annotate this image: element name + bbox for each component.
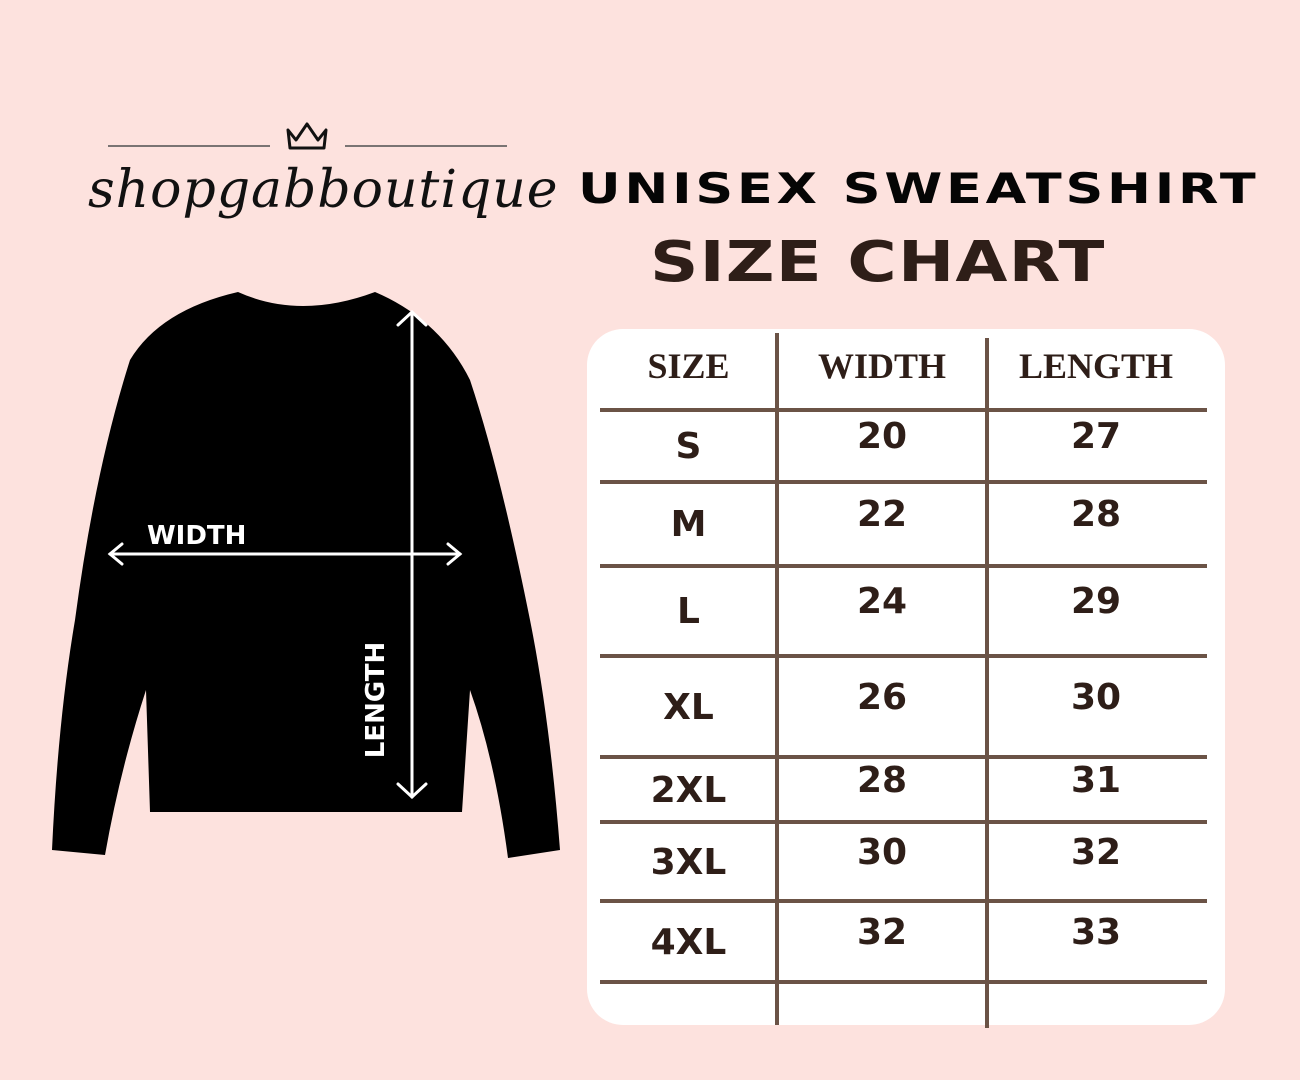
- sweatshirt-diagram: [52, 292, 560, 858]
- row-divider: [600, 564, 1207, 568]
- title-line2: SIZE CHART: [650, 230, 1106, 295]
- crown-icon: [286, 122, 328, 150]
- table-cell-length: 33: [1070, 911, 1122, 953]
- header-size: SIZE: [647, 346, 730, 386]
- table-cell-width: 26: [856, 676, 908, 718]
- row-divider: [600, 899, 1207, 903]
- table-cell-length: 28: [1070, 494, 1122, 535]
- table-cell-width: 32: [856, 911, 908, 953]
- row-divider: [600, 820, 1207, 824]
- table-cell-width: 28: [856, 759, 908, 801]
- logo-divider-left: [108, 145, 270, 147]
- table-cell-size: 3XL: [650, 841, 727, 883]
- table-cell-width: 24: [856, 581, 908, 622]
- table-cell-size: 4XL: [650, 921, 727, 963]
- sweatshirt-silhouette: [52, 292, 560, 858]
- table-cell-size: XL: [663, 686, 714, 728]
- header-width: WIDTH: [817, 346, 947, 386]
- logo-divider-right: [345, 145, 507, 147]
- size-table: [587, 329, 1225, 1025]
- table-cell-length: 32: [1070, 831, 1122, 873]
- row-divider: [600, 480, 1207, 484]
- table-cell-length: 30: [1070, 676, 1122, 718]
- table-cell-size: L: [677, 591, 700, 632]
- width-label: WIDTH: [147, 521, 247, 551]
- brand-logo: shopgabboutique: [88, 160, 559, 220]
- table-cell-size: S: [675, 426, 702, 467]
- header-length: LENGTH: [1018, 346, 1174, 386]
- column-divider: [985, 338, 989, 1028]
- row-divider: [600, 980, 1207, 984]
- table-cell-length: 27: [1070, 416, 1122, 457]
- table-cell-width: 20: [856, 416, 908, 457]
- column-divider: [775, 333, 779, 1025]
- table-cell-length: 31: [1070, 759, 1122, 801]
- row-divider: [600, 408, 1207, 412]
- title-line1: UNISEX SWEATSHIRT: [578, 164, 1260, 213]
- table-cell-width: 30: [856, 831, 908, 873]
- row-divider: [600, 755, 1207, 759]
- table-cell-width: 22: [856, 494, 908, 535]
- table-cell-size: 2XL: [650, 769, 727, 811]
- table-cell-length: 29: [1070, 581, 1122, 622]
- table-cell-size: M: [670, 504, 707, 545]
- length-label: LENGTH: [361, 641, 392, 759]
- row-divider: [600, 654, 1207, 658]
